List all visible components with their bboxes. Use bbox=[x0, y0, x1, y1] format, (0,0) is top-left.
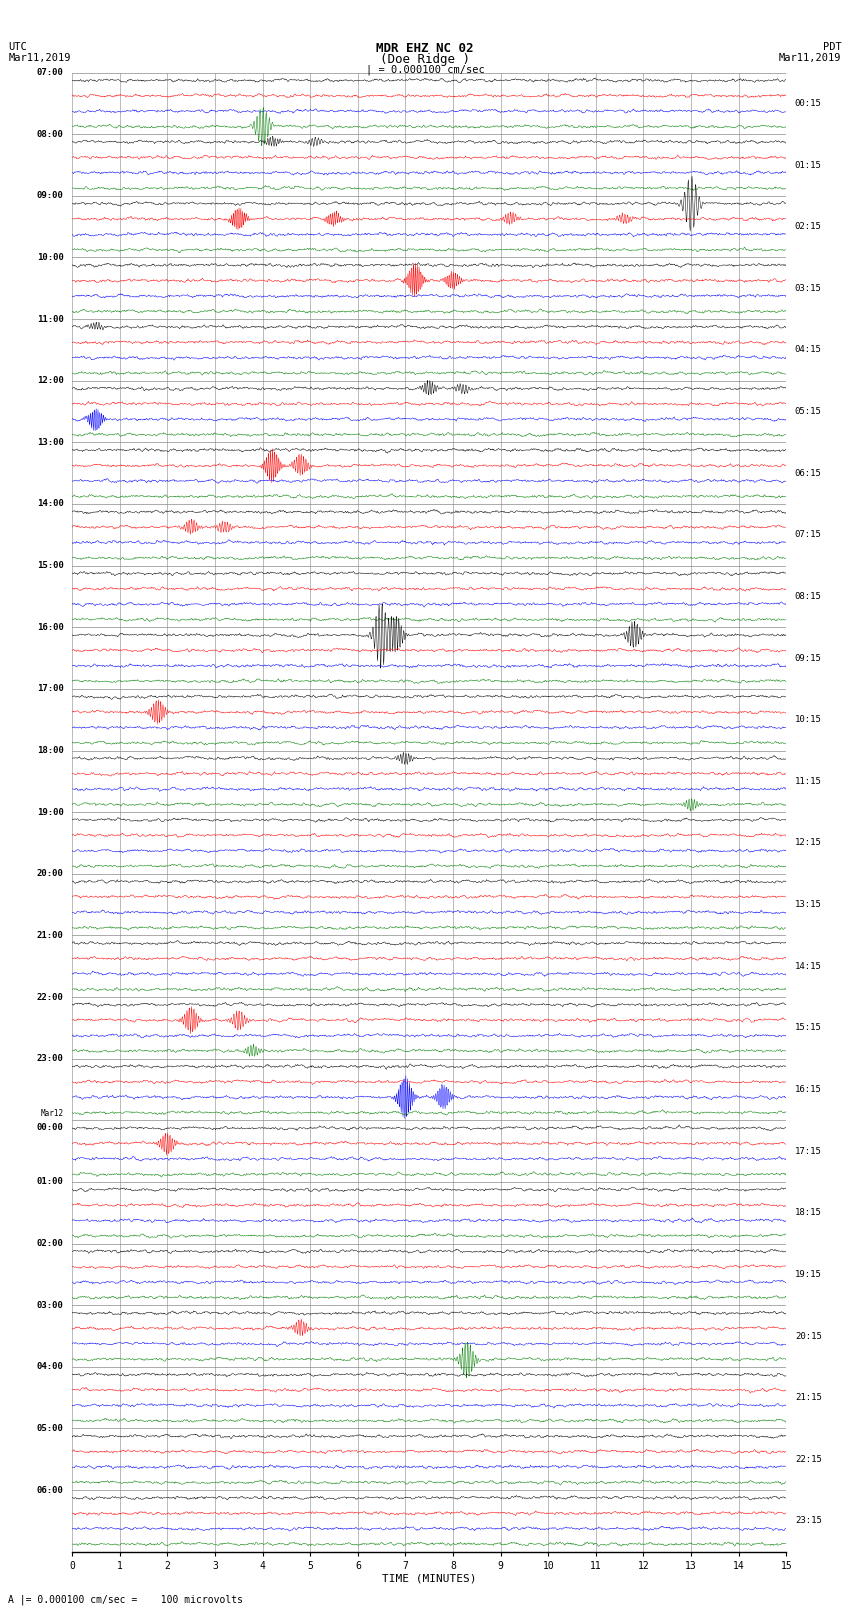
Text: 21:15: 21:15 bbox=[795, 1394, 822, 1402]
Text: (Doe Ridge ): (Doe Ridge ) bbox=[380, 53, 470, 66]
Text: UTC: UTC bbox=[8, 42, 27, 52]
Text: 03:15: 03:15 bbox=[795, 284, 822, 294]
Text: 02:15: 02:15 bbox=[795, 223, 822, 231]
Text: 12:00: 12:00 bbox=[37, 376, 64, 386]
Text: 04:00: 04:00 bbox=[37, 1363, 64, 1371]
Text: Mar12: Mar12 bbox=[41, 1108, 64, 1118]
Text: PDT: PDT bbox=[823, 42, 842, 52]
Text: 19:15: 19:15 bbox=[795, 1269, 822, 1279]
Text: 20:00: 20:00 bbox=[37, 869, 64, 877]
Text: 06:00: 06:00 bbox=[37, 1486, 64, 1495]
Text: 22:15: 22:15 bbox=[795, 1455, 822, 1463]
Text: 15:00: 15:00 bbox=[37, 561, 64, 569]
Text: 01:00: 01:00 bbox=[37, 1177, 64, 1187]
Text: 00:15: 00:15 bbox=[795, 98, 822, 108]
Text: Mar11,2019: Mar11,2019 bbox=[8, 53, 71, 63]
Text: 04:15: 04:15 bbox=[795, 345, 822, 355]
Text: 00:00: 00:00 bbox=[37, 1123, 64, 1132]
Text: 23:00: 23:00 bbox=[37, 1055, 64, 1063]
Text: 02:00: 02:00 bbox=[37, 1239, 64, 1248]
Text: 18:00: 18:00 bbox=[37, 747, 64, 755]
Text: 22:00: 22:00 bbox=[37, 992, 64, 1002]
Text: 06:15: 06:15 bbox=[795, 469, 822, 477]
Text: Mar11,2019: Mar11,2019 bbox=[779, 53, 842, 63]
Text: 12:15: 12:15 bbox=[795, 839, 822, 847]
Text: 05:00: 05:00 bbox=[37, 1424, 64, 1432]
Text: 09:15: 09:15 bbox=[795, 653, 822, 663]
Text: 07:00: 07:00 bbox=[37, 68, 64, 77]
Text: 03:00: 03:00 bbox=[37, 1300, 64, 1310]
Text: 05:15: 05:15 bbox=[795, 406, 822, 416]
Text: A |= 0.000100 cm/sec =    100 microvolts: A |= 0.000100 cm/sec = 100 microvolts bbox=[8, 1594, 243, 1605]
Text: 19:00: 19:00 bbox=[37, 808, 64, 816]
Text: | = 0.000100 cm/sec: | = 0.000100 cm/sec bbox=[366, 65, 484, 76]
Text: 14:00: 14:00 bbox=[37, 500, 64, 508]
Text: 07:15: 07:15 bbox=[795, 531, 822, 539]
Text: 11:00: 11:00 bbox=[37, 315, 64, 324]
Text: 11:15: 11:15 bbox=[795, 777, 822, 786]
Text: 21:00: 21:00 bbox=[37, 931, 64, 940]
Text: MDR EHZ NC 02: MDR EHZ NC 02 bbox=[377, 42, 473, 55]
Text: 10:00: 10:00 bbox=[37, 253, 64, 261]
Text: 17:00: 17:00 bbox=[37, 684, 64, 694]
Text: 08:15: 08:15 bbox=[795, 592, 822, 602]
Text: 16:15: 16:15 bbox=[795, 1086, 822, 1094]
Text: 20:15: 20:15 bbox=[795, 1331, 822, 1340]
Text: 18:15: 18:15 bbox=[795, 1208, 822, 1218]
Text: 17:15: 17:15 bbox=[795, 1147, 822, 1155]
X-axis label: TIME (MINUTES): TIME (MINUTES) bbox=[382, 1574, 477, 1584]
Text: 09:00: 09:00 bbox=[37, 192, 64, 200]
Text: 15:15: 15:15 bbox=[795, 1023, 822, 1032]
Text: 01:15: 01:15 bbox=[795, 161, 822, 169]
Text: 10:15: 10:15 bbox=[795, 715, 822, 724]
Text: 13:00: 13:00 bbox=[37, 437, 64, 447]
Text: 13:15: 13:15 bbox=[795, 900, 822, 910]
Text: 23:15: 23:15 bbox=[795, 1516, 822, 1526]
Text: 16:00: 16:00 bbox=[37, 623, 64, 632]
Text: 14:15: 14:15 bbox=[795, 961, 822, 971]
Text: 08:00: 08:00 bbox=[37, 129, 64, 139]
